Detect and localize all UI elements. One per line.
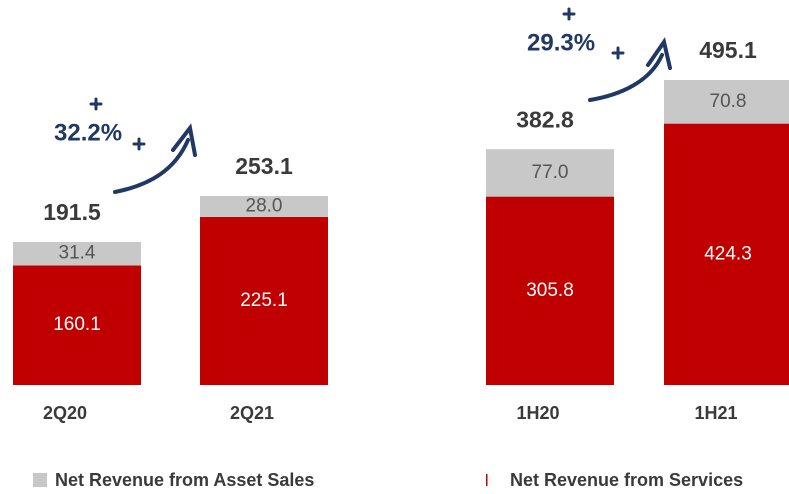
growth-arrows [89,7,672,194]
segment-label: 305.8 [526,280,574,301]
legend-label: Net Revenue from Asset Sales [55,470,314,490]
total-label: 382.8 [516,106,574,132]
segment-label: 424.3 [704,243,752,264]
x-tick-label: 2Q20 [43,403,87,423]
growth-arrow [588,53,664,102]
bar-segment [486,149,614,197]
bar-segment [664,80,789,124]
segment-label: 31.4 [59,243,96,264]
arrow-head [646,37,672,70]
legend-label: Net Revenue from Services [510,470,743,490]
bar-segment [664,123,789,386]
bar-segment [486,196,614,385]
legend-swatch [486,474,488,486]
total-label: 253.1 [235,153,293,179]
x-tick-label: 1H20 [516,403,559,423]
segment-label: 28.0 [246,195,283,216]
plus-icon [89,7,625,151]
segment-label: 70.8 [710,91,747,112]
segment-label: 225.1 [240,290,288,311]
bar-segment [200,196,328,217]
x-tick-label: 1H21 [694,403,737,423]
total-label: 191.5 [43,199,101,225]
growth-annotation: 29.3% [527,29,595,56]
legend-swatch [33,473,47,487]
growth-annotation: 32.2% [54,119,122,146]
bar-segment [200,216,328,385]
growth-arrow [113,138,190,194]
bar-segment [13,265,141,385]
segment-label: 77.0 [532,162,569,183]
segment-label: 160.1 [53,314,101,335]
x-tick-label: 2Q21 [230,403,274,423]
bar-segment [13,241,141,266]
total-label: 495.1 [699,37,757,63]
arrow-head [171,123,197,157]
